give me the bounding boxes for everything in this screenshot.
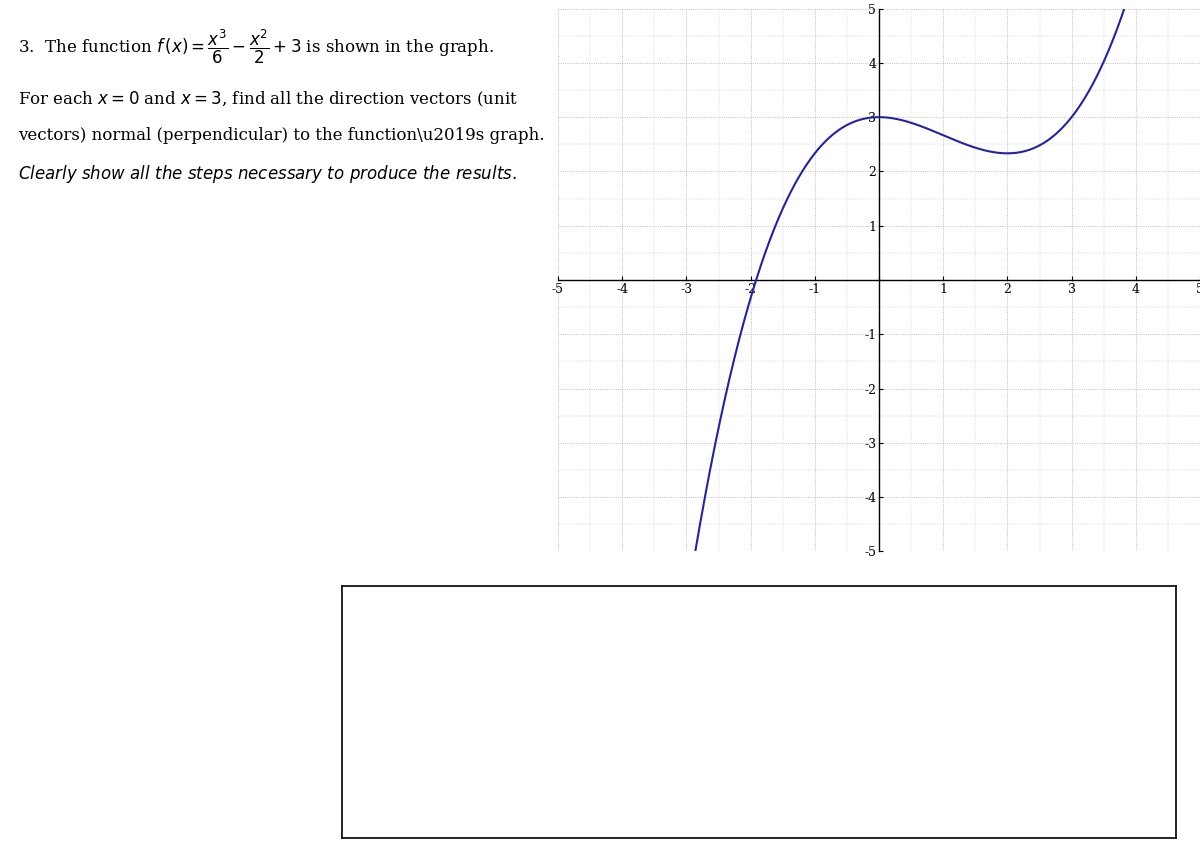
Text: 3.  The function $f\,(x) = \dfrac{x^3}{6} - \dfrac{x^2}{2} + 3$ is shown in the : 3. The function $f\,(x) = \dfrac{x^3}{6}…	[18, 27, 494, 66]
Text: $\mathit{Clearly\ show\ all\ the\ steps\ necessary\ to\ produce\ the\ results.}$: $\mathit{Clearly\ show\ all\ the\ steps\…	[18, 163, 517, 186]
Text: vectors) normal (perpendicular) to the function\u2019s graph.: vectors) normal (perpendicular) to the f…	[18, 127, 545, 144]
Text: For each $x = 0$ and $x = 3$, find all the direction vectors (unit: For each $x = 0$ and $x = 3$, find all t…	[18, 90, 518, 109]
